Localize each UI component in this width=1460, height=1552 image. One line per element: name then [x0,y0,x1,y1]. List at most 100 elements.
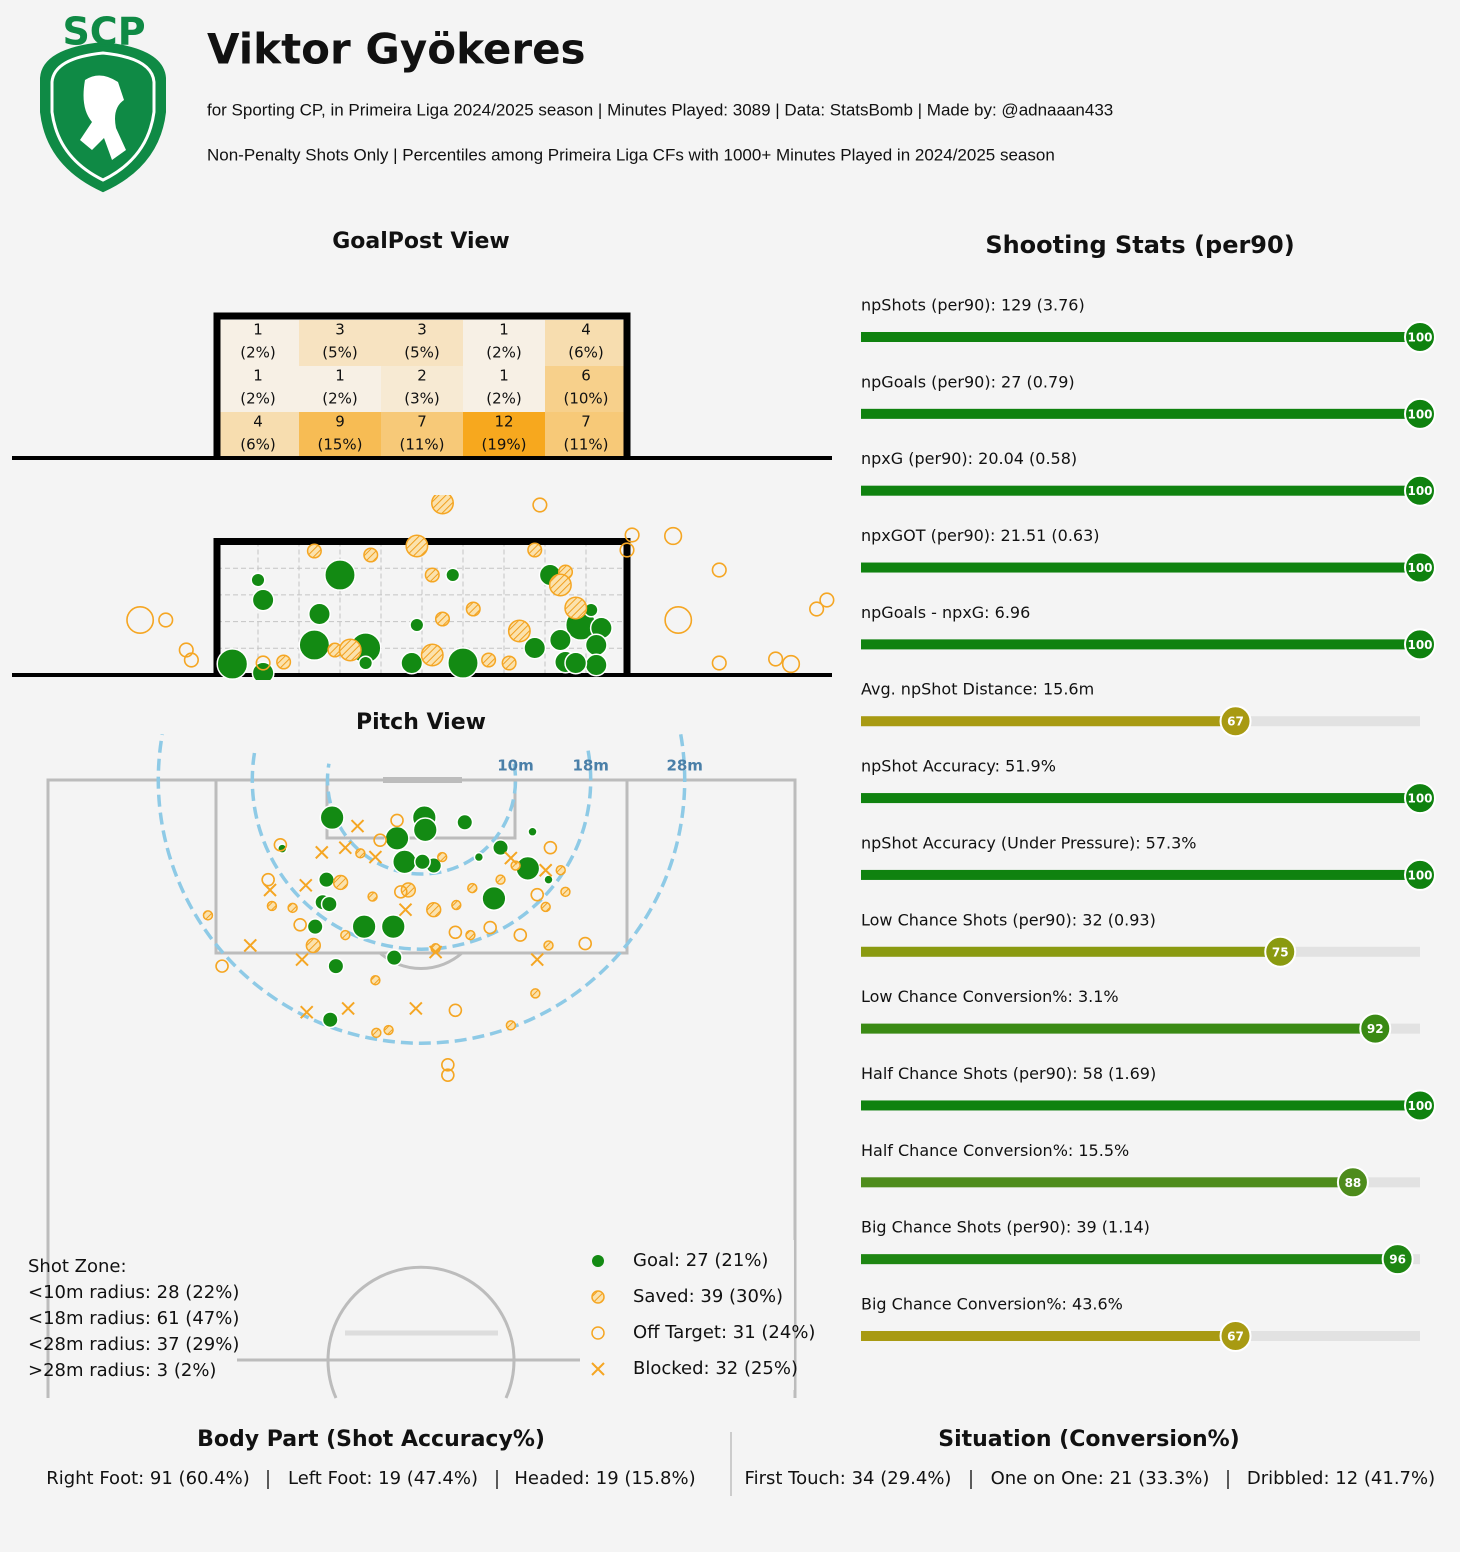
shot-marker [711,655,727,671]
shot-marker [420,643,444,667]
shot-marker [426,902,442,918]
stat-label: Big Chance Conversion%: 43.6% [861,1295,1123,1314]
shot-marker [664,606,693,634]
shot-marker [358,655,374,671]
stat-label: npGoals - npxG: 6.96 [861,603,1030,622]
shot-marker [308,602,331,626]
logo-inner-border [50,51,156,182]
zone-count: 7 [581,413,591,431]
bar [861,1023,1376,1034]
shot-marker [473,851,485,863]
shot-marker [398,903,413,917]
zone-cell [299,412,381,458]
zone-count: 1 [499,321,509,339]
shot-marker [338,840,353,855]
shot-marker [276,654,292,670]
zone-label: 18m [572,757,609,775]
zone-share: (2%) [240,390,276,408]
zone-cell [463,320,545,366]
shot-marker [324,559,356,591]
stat-label: Half Chance Conversion%: 15.5% [861,1141,1129,1160]
shot-marker [564,651,588,675]
shot-marker [350,819,365,833]
shot-marker [510,860,521,871]
zone-label: 10m [497,757,534,775]
legend-label: Goal: 27 (21%) [633,1250,768,1271]
zone-share: (6%) [240,436,276,454]
percentile-label: 100 [1407,868,1432,882]
shot-marker [215,959,229,973]
percentile-label: 67 [1227,715,1244,729]
shot-marker [451,899,462,911]
percentile-dot [1381,1243,1414,1276]
subtitle: for Sporting CP, in Primeira Liga 2024/2… [207,100,1113,119]
shot-marker [436,851,448,863]
shot-marker [448,925,463,940]
shot-marker [371,1027,382,1039]
shot-marker [505,1020,517,1031]
shot-marker [306,543,322,559]
bar [861,869,1420,880]
percentile-dot [1404,321,1436,353]
shot-marker [355,848,366,859]
shot-marker [543,840,558,855]
shot-marker [383,1024,394,1036]
shot-marker [481,652,497,668]
shot-marker [513,928,528,942]
shot-marker [428,945,443,959]
bar [861,793,1420,804]
footer-separators [267,1470,1229,1489]
shot-marker [492,839,510,857]
zone-count: 1 [499,367,509,385]
percentile-label: 100 [1407,407,1432,421]
zone-cell [463,366,545,412]
shot-marker [809,601,825,617]
zone-cell [463,412,545,458]
shot-marker [306,918,324,936]
zone-summary-line: >28m radius: 3 (2%) [28,1360,216,1381]
percentile-dot [1359,1012,1392,1045]
bar [861,562,1420,573]
shot-marker [390,813,404,828]
shot-marker [266,900,278,912]
stat-label: npShots (per90): 129 (3.76) [861,296,1085,315]
zone-count: 3 [417,321,427,339]
shot-marker [216,648,249,680]
shot-marker [400,651,424,675]
shot-marker [368,850,383,864]
shot-marker [538,863,553,877]
bar [861,1100,1420,1111]
shot-marker [768,651,784,667]
shot-marker [315,845,329,860]
shot-marker [527,542,543,558]
shot-marker [548,628,572,652]
zone-cell [545,412,627,458]
zone-share: (2%) [322,390,358,408]
shot-marker [523,636,547,660]
zone-count: 4 [253,413,263,431]
shot-marker [373,833,387,847]
percentile-dot [1219,705,1252,738]
percentile-label: 88 [1345,1176,1362,1190]
zone-cell [217,412,299,458]
zone-cell [299,366,381,412]
zone-summary-line: <10m radius: 28 (22%) [28,1282,239,1303]
shot-marker [385,949,403,967]
shot-marker [711,562,727,578]
shot-marker [367,891,378,902]
shot-marker [202,910,214,921]
zone-count: 2 [417,367,427,385]
shot-marker [320,895,338,913]
shot-marker [332,874,349,891]
percentile-label: 75 [1272,945,1289,959]
shot-marker [781,654,801,674]
shot-marker [321,1011,339,1029]
body-part-title: Body Part (Shot Accuracy%) [197,1427,545,1452]
bar [861,408,1420,419]
zone-count: 1 [335,367,345,385]
zone-count: 9 [335,413,345,431]
body-part-item: Left Foot: 19 (47.4%) [288,1468,478,1489]
shot-marker [447,647,479,679]
zone-count: 6 [581,367,591,385]
shot-marker [255,655,271,671]
